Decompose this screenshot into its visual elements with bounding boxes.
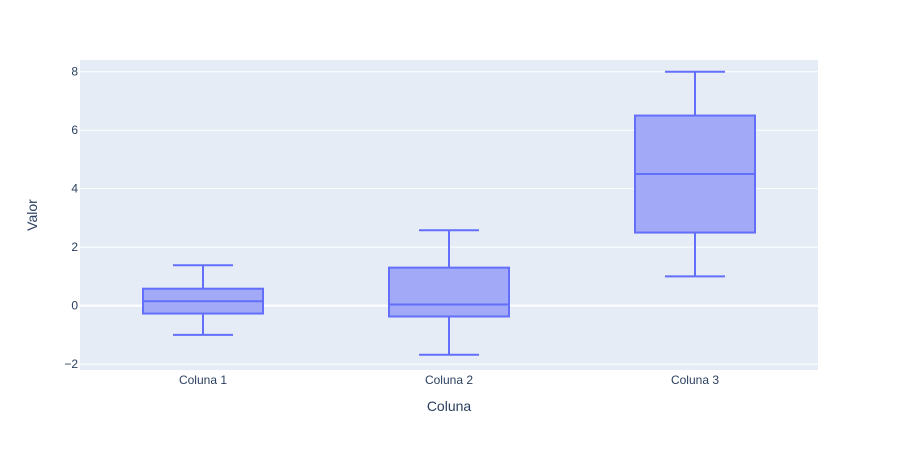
y-tick-label: 0 xyxy=(71,299,78,313)
x-tick-label: Coluna 2 xyxy=(425,373,473,387)
y-tick-label: −2 xyxy=(64,357,78,371)
x-axis-title: Coluna xyxy=(427,398,472,414)
box-2 xyxy=(388,229,510,356)
boxes xyxy=(142,70,756,356)
y-tick-labels: −2 0 2 4 6 8 xyxy=(64,65,78,371)
y-axis-title: Valor xyxy=(24,199,40,231)
x-tick-label: Coluna 1 xyxy=(179,373,227,387)
y-tick-label: 4 xyxy=(71,182,78,196)
x-tick-labels: Coluna 1 Coluna 2 Coluna 3 xyxy=(179,373,719,387)
y-tick-label: 2 xyxy=(71,240,78,254)
box-3 xyxy=(634,70,756,278)
y-tick-label: 6 xyxy=(71,123,78,137)
y-tick-label: 8 xyxy=(71,65,78,79)
box-1 xyxy=(142,264,264,336)
box-iqr xyxy=(388,266,510,318)
x-tick-label: Coluna 3 xyxy=(671,373,719,387)
